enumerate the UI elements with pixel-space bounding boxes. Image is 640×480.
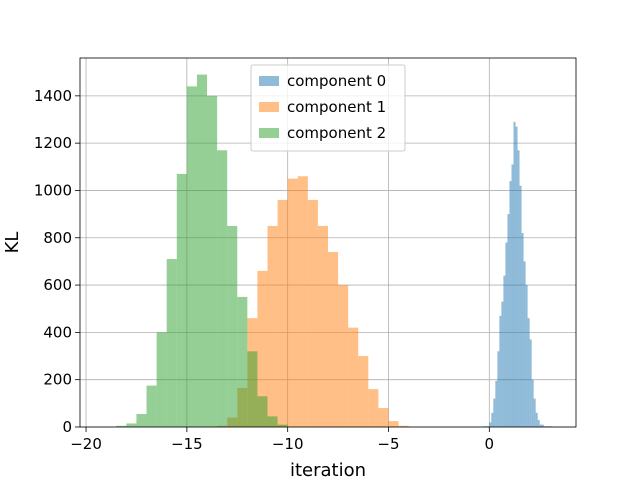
histogram-bar: [511, 164, 514, 427]
histogram-bar: [529, 339, 532, 427]
histogram-bar: [156, 332, 167, 427]
y-tick-label: 600: [43, 276, 72, 294]
histogram-bar: [136, 413, 147, 427]
legend-box: [250, 64, 406, 152]
histogram-bar: [378, 408, 389, 427]
histogram-bar: [328, 251, 339, 427]
histogram-bar: [539, 424, 544, 427]
histogram-bar: [521, 233, 524, 427]
histogram-bar: [257, 396, 268, 427]
x-tick-label: 0: [485, 435, 495, 453]
histogram-bar: [505, 242, 508, 427]
histogram-bar: [307, 199, 318, 427]
histogram-bar: [338, 285, 349, 427]
histogram-bar: [489, 422, 492, 427]
histogram-bar: [217, 150, 228, 427]
y-tick-label: 0: [62, 418, 72, 436]
histogram-bar: [368, 389, 379, 427]
legend-swatch: [259, 76, 279, 86]
legend: component 0 component 1 component 2: [250, 64, 406, 152]
legend-label: component 1: [287, 98, 386, 116]
histogram-bar: [267, 416, 278, 427]
histogram-bar: [517, 150, 520, 427]
histogram-bar: [186, 86, 197, 427]
histogram-bars: [116, 74, 552, 428]
y-axis-label: KL: [2, 232, 23, 254]
histogram-bar: [287, 178, 298, 427]
histogram-bar: [493, 398, 496, 427]
histogram-bar: [267, 225, 278, 427]
histogram-bar: [523, 261, 526, 427]
histogram-bar: [501, 301, 504, 427]
axes-frame: [79, 57, 577, 428]
histogram-bar: [525, 285, 528, 427]
x-tick-label: −15: [171, 435, 203, 453]
y-tick-label: 1200: [34, 134, 72, 152]
histogram-bar: [297, 176, 308, 427]
series-0-bars: [483, 121, 552, 427]
x-tick-label: −5: [377, 435, 399, 453]
histogram-bar: [497, 351, 500, 427]
y-tick-label: 800: [43, 229, 72, 247]
histogram-bar: [533, 398, 536, 427]
histogram-bar: [227, 225, 238, 427]
histogram-bar: [499, 315, 502, 427]
histogram-bar: [507, 214, 510, 427]
histogram-bar: [358, 356, 369, 427]
histogram-bar: [146, 385, 157, 427]
histogram-bar: [531, 379, 534, 427]
x-tick-label: −20: [70, 435, 102, 453]
y-tick-label: 1000: [34, 181, 72, 199]
histogram-bar: [519, 185, 522, 427]
y-tick-label: 400: [43, 323, 72, 341]
histogram-bar: [176, 173, 187, 427]
histogram-bar: [537, 419, 540, 427]
histogram-bar: [388, 421, 399, 427]
histogram-bar: [513, 121, 516, 427]
x-axis-label: iteration: [290, 460, 366, 480]
histogram-bar: [257, 270, 268, 427]
series-2-bars: [116, 74, 288, 428]
histogram-bar: [166, 259, 177, 427]
histogram-bar: [126, 423, 137, 427]
histogram-bar: [348, 327, 359, 427]
histogram-bar: [491, 412, 494, 427]
histogram-bar: [398, 425, 409, 427]
histogram-bar: [247, 351, 258, 427]
y-tick-label: 200: [43, 371, 72, 389]
histogram-bar: [495, 380, 498, 427]
histogram-bar: [515, 126, 518, 427]
legend-label: component 0: [287, 72, 386, 90]
histogram-bar: [503, 275, 506, 427]
histogram-bar: [207, 95, 218, 427]
histogram-bar: [509, 181, 512, 427]
histogram-bar: [237, 296, 248, 427]
y-tick-label: 1400: [34, 87, 72, 105]
histogram-bar: [277, 199, 288, 427]
legend-swatch: [259, 128, 279, 138]
histogram-bar: [535, 412, 538, 427]
histogram-bar: [277, 424, 288, 427]
histogram-bar: [116, 425, 127, 427]
legend-swatch: [259, 102, 279, 112]
histogram-bar: [196, 74, 208, 428]
legend-label: component 2: [287, 124, 386, 142]
axis-ticks: −20 −15 −10 −5 0 0 200 400 600 800 1000 1200 1400: [34, 87, 494, 453]
histogram-bar: [527, 318, 530, 427]
x-tick-label: −10: [272, 435, 304, 453]
histogram-bar: [317, 225, 328, 427]
